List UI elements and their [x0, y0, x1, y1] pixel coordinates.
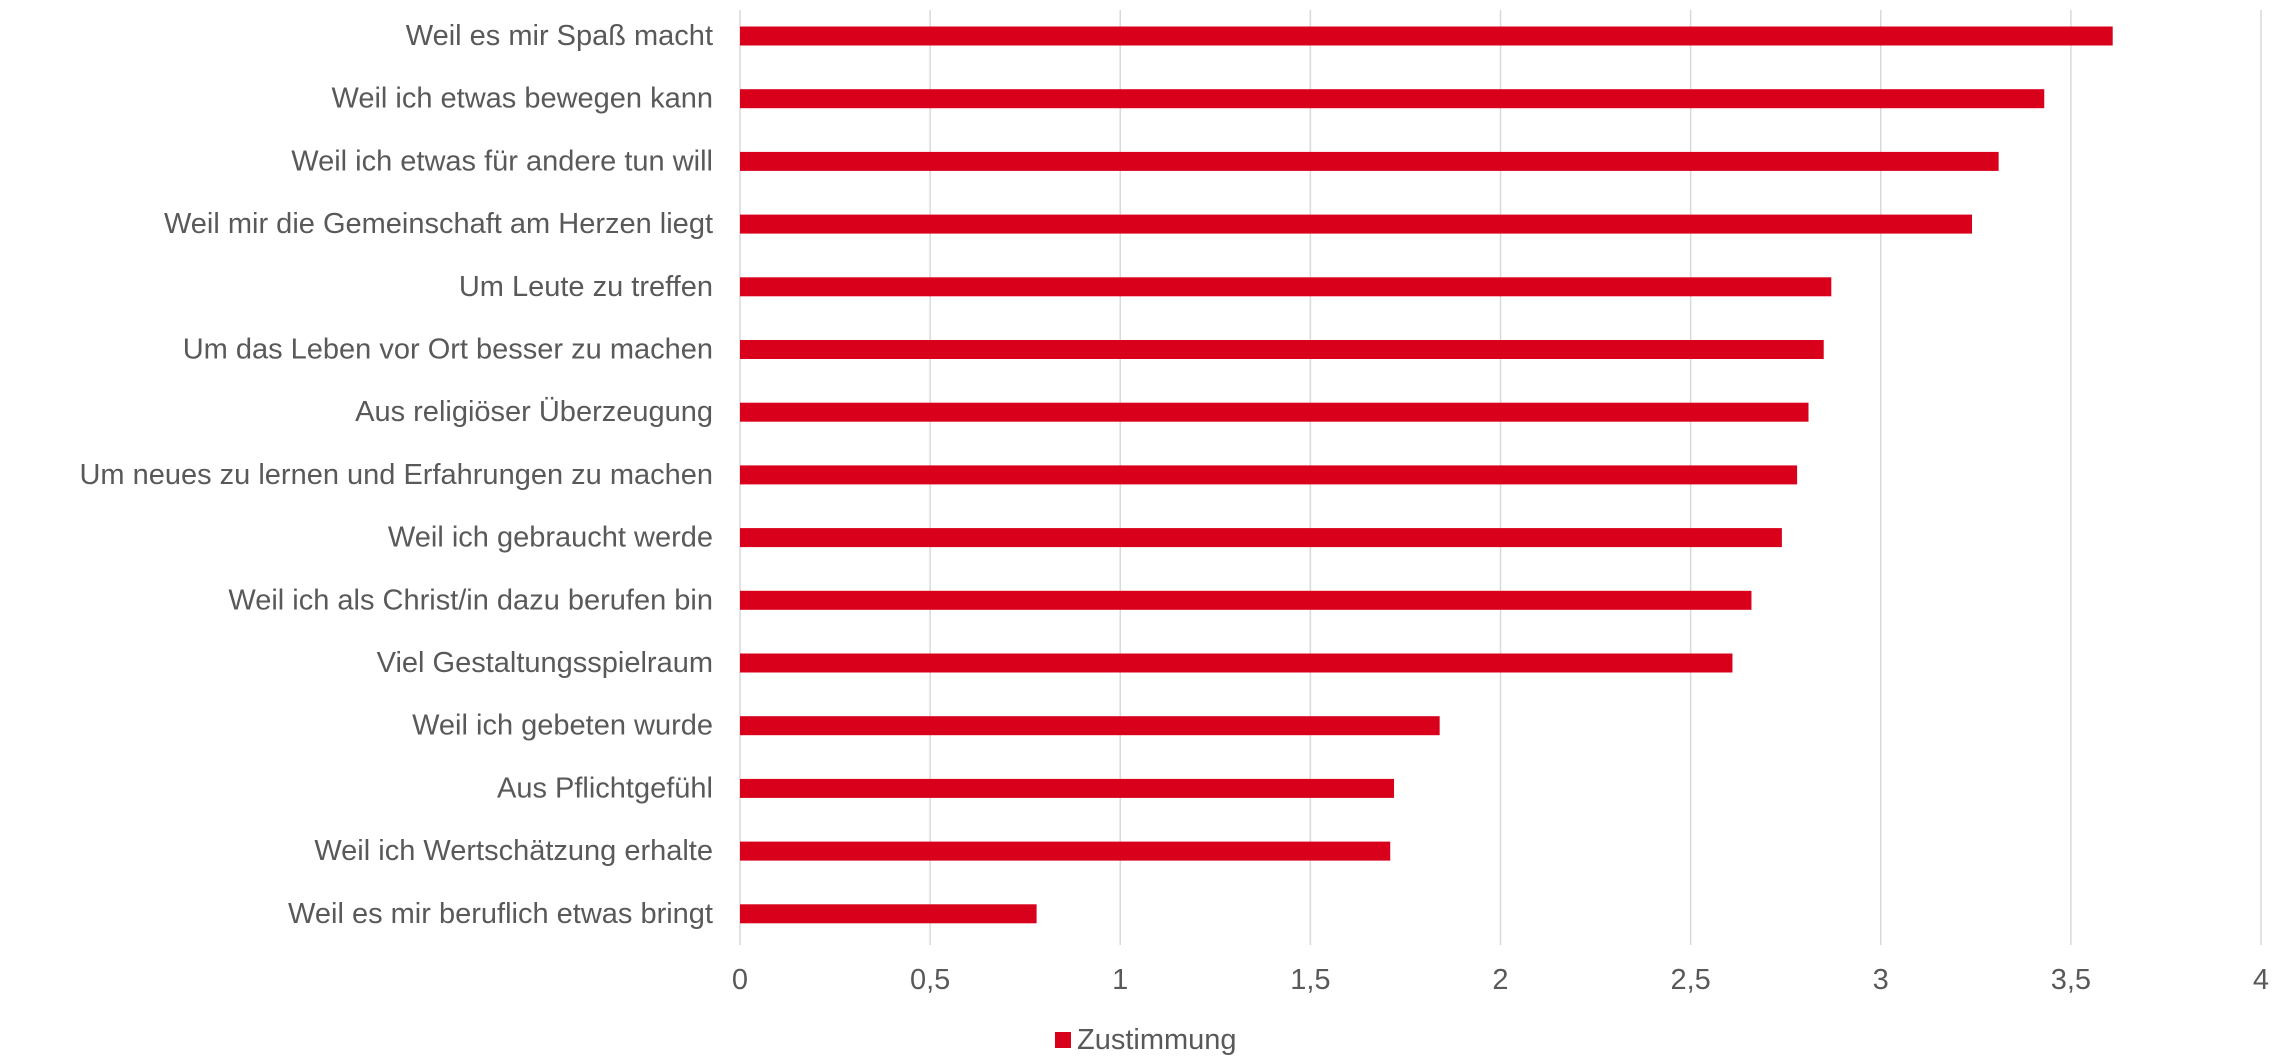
bar	[740, 528, 1782, 548]
category-labels: Weil es mir Spaß macht Weil ich etwas bew…	[79, 20, 713, 930]
x-tick-labels: 0 0,5 1 1,5 2 2,5 3 3,5 4	[732, 964, 2269, 996]
bar	[740, 26, 2113, 46]
category-label: Um das Leben vor Ort besser zu machen	[183, 334, 713, 366]
category-label: Weil mir die Gemeinschaft am Herzen lieg…	[164, 208, 713, 240]
x-tick-label: 1	[1112, 964, 1128, 996]
x-tick-label: 2	[1492, 964, 1508, 996]
x-tick-label: 0	[732, 964, 748, 996]
category-label: Weil es mir beruflich etwas bringt	[288, 898, 713, 930]
category-label: Um Leute zu treffen	[459, 271, 713, 303]
bar	[740, 89, 2045, 109]
bar	[740, 653, 1733, 673]
x-tick-label: 3	[1873, 964, 1889, 996]
category-label: Weil ich etwas bewegen kann	[331, 83, 713, 115]
category-label: Weil ich gebraucht werde	[388, 522, 713, 554]
category-label: Viel Gestaltungsspielraum	[377, 647, 713, 679]
bars	[740, 26, 2113, 924]
bar	[740, 778, 1395, 798]
category-label: Weil ich etwas für andere tun will	[291, 145, 713, 177]
bar	[740, 340, 1824, 359]
bar	[740, 214, 1973, 234]
category-label: Weil es mir Spaß macht	[406, 20, 713, 52]
bar	[740, 465, 1798, 485]
legend-label: Zustimmung	[1077, 1024, 1237, 1055]
bar	[740, 841, 1391, 861]
legend-swatch	[1055, 1032, 1071, 1048]
bar	[740, 904, 1037, 924]
category-label: Aus religiöser Überzeugung	[355, 396, 713, 428]
category-label: Weil ich gebeten wurde	[412, 710, 713, 742]
x-tick-label: 4	[2253, 964, 2269, 996]
bar	[740, 402, 1809, 422]
legend: Zustimmung	[1055, 1024, 1237, 1056]
category-label: Weil ich als Christ/in dazu berufen bin	[228, 584, 713, 616]
x-tick-label: 0,5	[910, 964, 950, 996]
category-label: Aus Pflichtgefühl	[497, 772, 713, 804]
x-tick-label: 3,5	[2051, 964, 2091, 996]
category-label: Um neues zu lernen und Erfahrungen zu ma…	[79, 459, 713, 491]
bar	[740, 277, 1832, 297]
category-label: Weil ich Wertschätzung erhalte	[314, 835, 713, 867]
bar	[740, 151, 1999, 171]
x-tick-label: 2,5	[1670, 964, 1710, 996]
x-tick-label: 1,5	[1290, 964, 1330, 996]
bar	[740, 716, 1440, 736]
bar	[740, 590, 1752, 610]
